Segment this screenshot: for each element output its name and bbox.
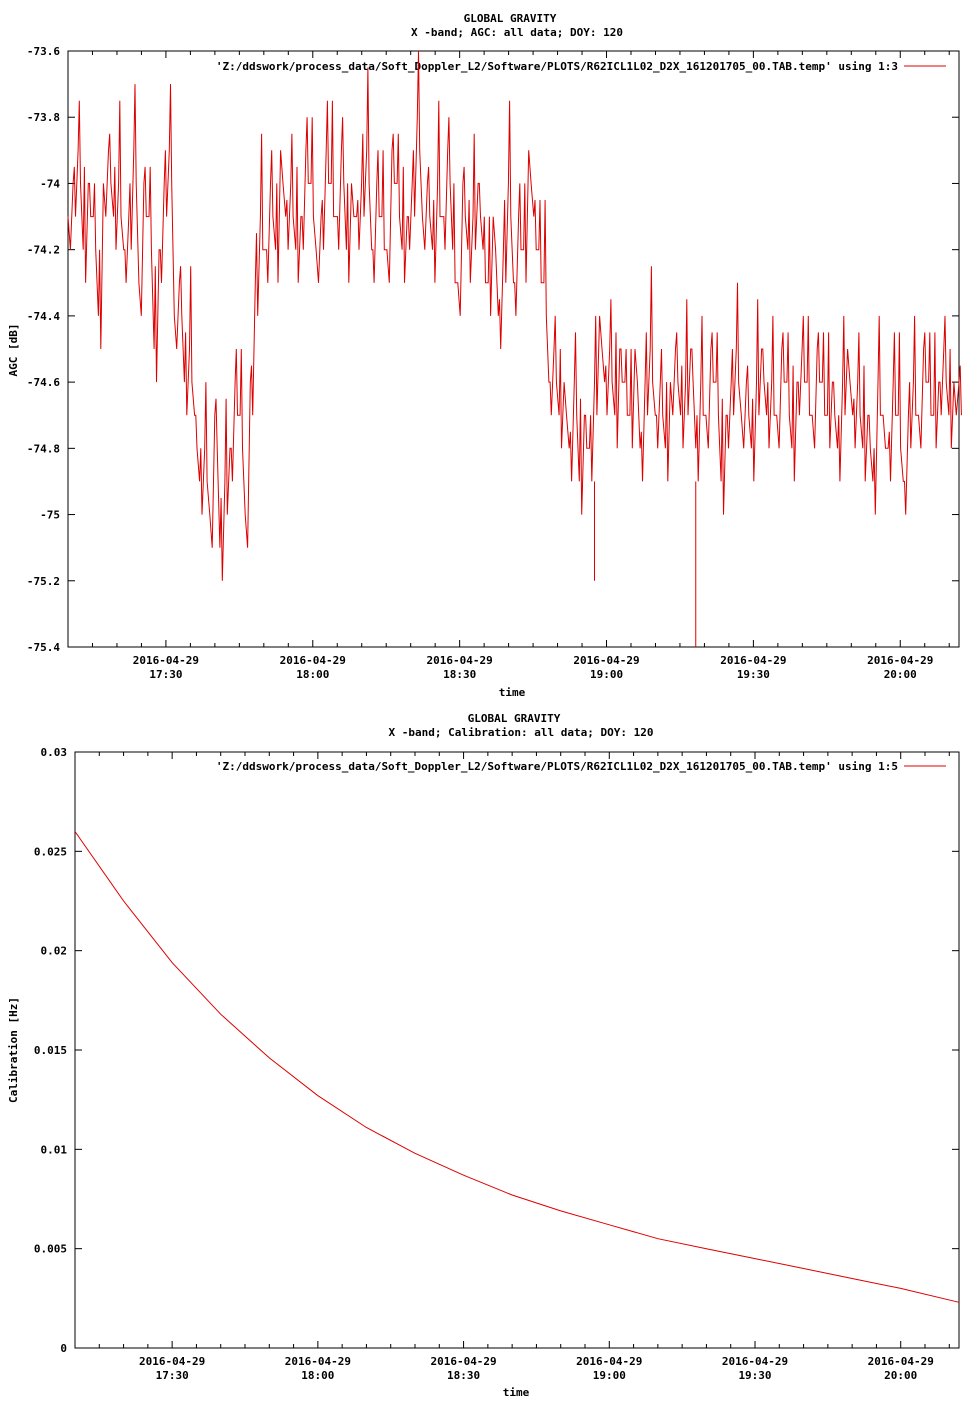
- calibration-x-tick-time: 19:30: [738, 1369, 771, 1382]
- calibration-y-tick-label: 0: [60, 1342, 67, 1355]
- calibration-x-tick-date: 2016-04-29: [576, 1355, 642, 1368]
- calibration-plot-frame: [74, 751, 960, 1349]
- calibration-series-line: [74, 831, 960, 1303]
- agc-y-axis-label: AGC [dB]: [7, 324, 20, 377]
- calibration-x-tick-time: 19:00: [593, 1369, 626, 1382]
- agc-y-tick-label: -75.2: [27, 575, 60, 588]
- calibration-y-tick-label: 0.015: [34, 1044, 67, 1057]
- calibration-x-tick-date: 2016-04-29: [722, 1355, 788, 1368]
- calibration-y-tick-label: 0.025: [34, 845, 67, 858]
- agc-y-tick-label: -74.2: [27, 244, 60, 257]
- agc-y-tick-label: -74.6: [27, 376, 60, 389]
- agc-y-tick-label: -73.8: [27, 111, 60, 124]
- calibration-x-tick-time: 20:00: [884, 1369, 917, 1382]
- agc-y-tick-label: -74.4: [27, 310, 60, 323]
- agc-series-line: [67, 50, 962, 581]
- calibration-chart: GLOBAL GRAVITY X -band; Calibration: all…: [7, 712, 960, 1399]
- agc-x-axis-label: time: [499, 686, 526, 699]
- agc-x-tick-time: 20:00: [884, 668, 917, 681]
- calibration-chart-subtitle: X -band; Calibration: all data; DOY: 120: [389, 726, 654, 739]
- agc-y-tick-label: -74: [40, 177, 60, 190]
- agc-y-axis: -73.6 -73.8 -74 -74.2 -74.4 -74.6 -74.8 -75 -75.…: [27, 45, 959, 654]
- calibration-y-tick-label: 0.03: [41, 746, 68, 759]
- agc-x-tick-date: 2016-04-29: [133, 654, 199, 667]
- agc-x-tick-time: 18:00: [296, 668, 329, 681]
- agc-plot-frame: [67, 50, 960, 648]
- agc-x-tick-time: 17:30: [149, 668, 182, 681]
- calibration-y-axis-label: Calibration [Hz]: [7, 997, 20, 1103]
- agc-x-tick-date: 2016-04-29: [720, 654, 786, 667]
- agc-y-tick-label: -73.6: [27, 45, 60, 58]
- agc-x-tick-date: 2016-04-29: [573, 654, 639, 667]
- calibration-y-tick-label: 0.01: [41, 1143, 68, 1156]
- agc-chart-subtitle: X -band; AGC: all data; DOY: 120: [411, 26, 623, 39]
- agc-x-tick-date: 2016-04-29: [867, 654, 933, 667]
- agc-y-tick-label: -74.8: [27, 442, 60, 455]
- calibration-x-tick-time: 18:30: [447, 1369, 480, 1382]
- agc-chart-title: GLOBAL GRAVITY: [464, 12, 557, 25]
- calibration-y-axis: 0.03 0.025 0.02 0.015 0.01 0.005 0: [34, 746, 959, 1355]
- calibration-y-tick-label: 0.02: [41, 945, 68, 958]
- agc-y-tick-label: -75: [40, 509, 60, 522]
- calibration-x-axis-label: time: [503, 1386, 530, 1399]
- calibration-chart-title: GLOBAL GRAVITY: [468, 712, 561, 725]
- calibration-x-tick-time: 18:00: [301, 1369, 334, 1382]
- calibration-x-tick-date: 2016-04-29: [139, 1355, 205, 1368]
- calibration-x-tick-time: 17:30: [156, 1369, 189, 1382]
- agc-legend-entry: 'Z:/ddswork/process_data/Soft_Doppler_L2…: [216, 60, 898, 73]
- calibration-x-tick-date: 2016-04-29: [430, 1355, 496, 1368]
- agc-x-tick-date: 2016-04-29: [280, 654, 346, 667]
- agc-x-tick-time: 18:30: [443, 668, 476, 681]
- calibration-y-tick-label: 0.005: [34, 1243, 67, 1256]
- agc-x-axis: 2016-04-2917:302016-04-2918:002016-04-29…: [67, 51, 950, 681]
- agc-x-tick-time: 19:30: [737, 668, 770, 681]
- calibration-x-tick-date: 2016-04-29: [868, 1355, 934, 1368]
- calibration-x-tick-date: 2016-04-29: [285, 1355, 351, 1368]
- agc-x-tick-time: 19:00: [590, 668, 623, 681]
- agc-y-tick-label: -75.4: [27, 641, 60, 654]
- agc-x-tick-date: 2016-04-29: [427, 654, 493, 667]
- calibration-legend-entry: 'Z:/ddswork/process_data/Soft_Doppler_L2…: [216, 760, 898, 773]
- calibration-x-axis: 2016-04-2917:302016-04-2918:002016-04-29…: [74, 752, 950, 1382]
- agc-chart: GLOBAL GRAVITY X -band; AGC: all data; D…: [7, 12, 962, 699]
